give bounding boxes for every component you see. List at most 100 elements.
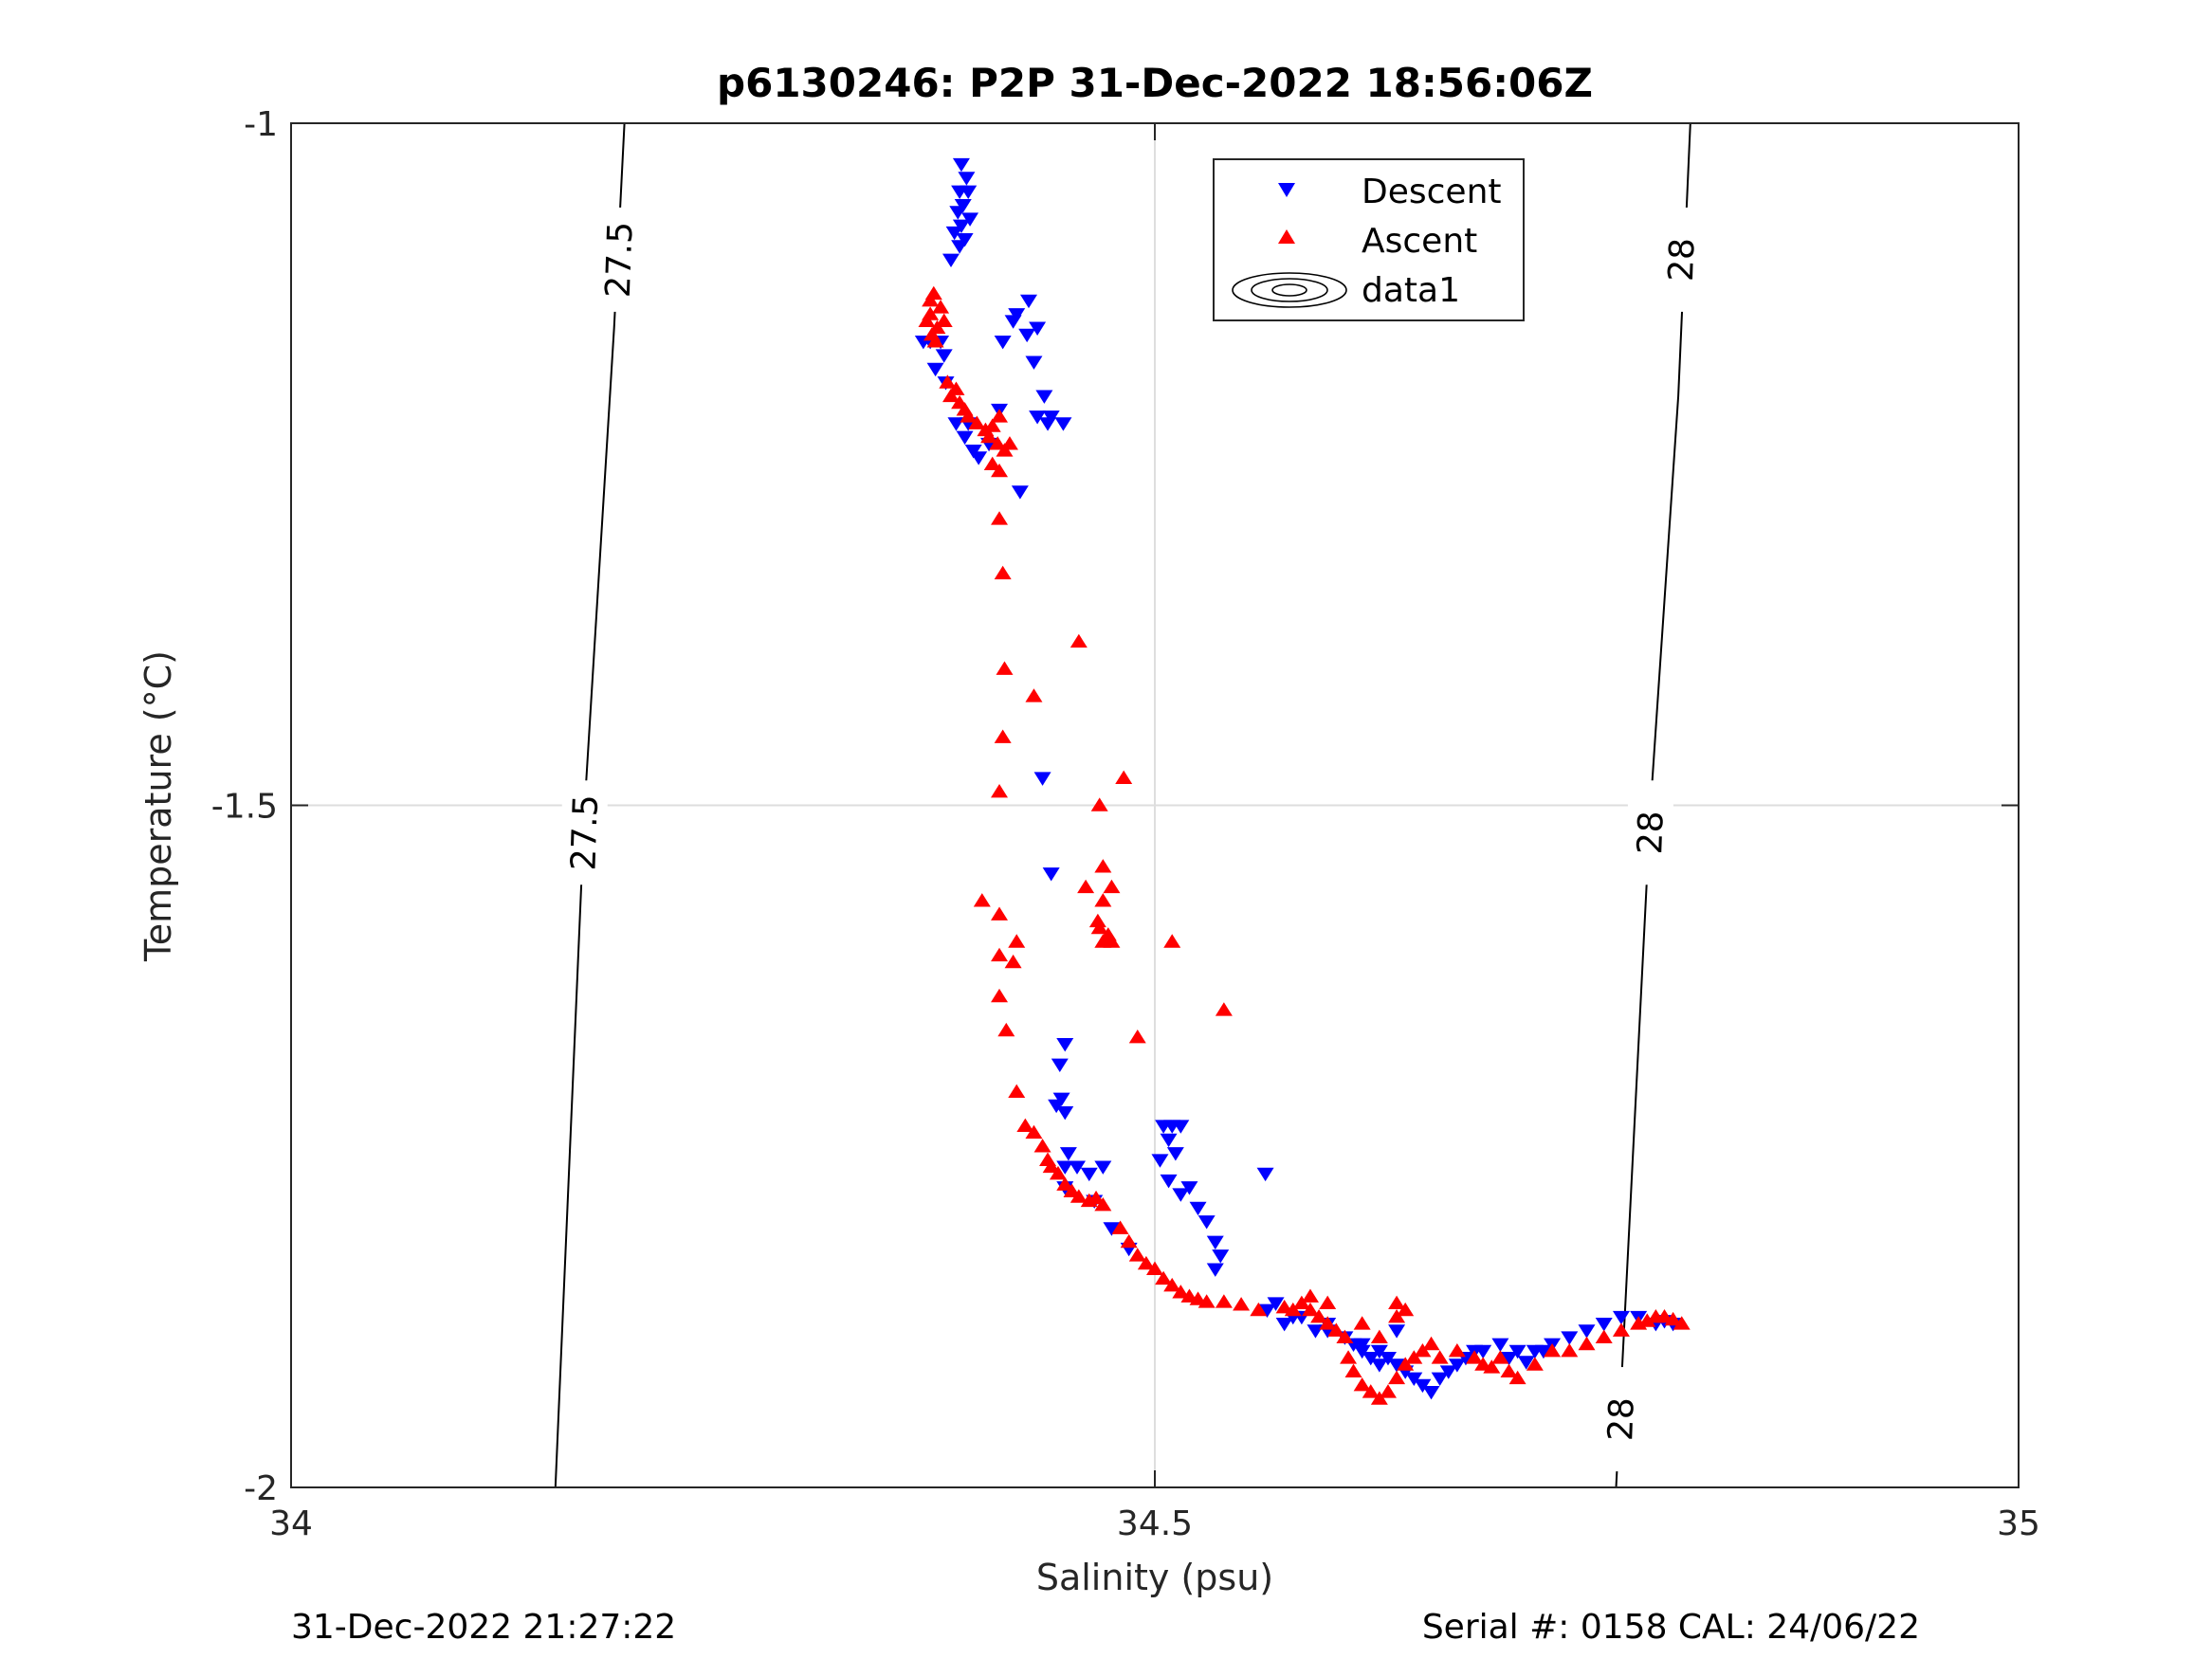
ascent-point-62 bbox=[1069, 1189, 1088, 1203]
ascent-point-99 bbox=[1397, 1302, 1415, 1317]
ascent-point-78 bbox=[1233, 1297, 1251, 1311]
ascent-point-97 bbox=[1422, 1336, 1440, 1351]
descent-point-84 bbox=[1414, 1378, 1432, 1394]
descent-point-79 bbox=[1370, 1358, 1388, 1373]
ascent-point-107 bbox=[1500, 1363, 1518, 1377]
ascent-point-53 bbox=[1008, 1084, 1026, 1098]
contour-label-gap bbox=[1658, 207, 1705, 312]
ascent-point-84 bbox=[1319, 1316, 1337, 1330]
ascent-point-86 bbox=[1336, 1329, 1354, 1344]
descent-point-34 bbox=[1054, 417, 1072, 431]
descent-point-39 bbox=[1042, 867, 1060, 882]
ascent-point-101 bbox=[1431, 1350, 1449, 1364]
descent-point-88 bbox=[1448, 1358, 1466, 1373]
descent-point-52 bbox=[1103, 1222, 1121, 1236]
descent-point-81 bbox=[1388, 1358, 1406, 1373]
descent-point-0 bbox=[952, 157, 970, 173]
descent-point-40 bbox=[1056, 1038, 1074, 1052]
descent-point-83 bbox=[1405, 1372, 1423, 1386]
ascent-point-91 bbox=[1370, 1391, 1388, 1405]
ascent-point-4 bbox=[918, 313, 936, 327]
descent-point-67 bbox=[1206, 1263, 1224, 1277]
x-axis-ticks: 34 34.5 35 bbox=[269, 123, 2040, 1543]
ascent-point-81 bbox=[1292, 1295, 1310, 1310]
ascent-point-22 bbox=[1000, 436, 1018, 450]
ascent-point-70 bbox=[1146, 1261, 1163, 1276]
contour-label-28-1: 28 bbox=[1631, 811, 1672, 855]
series-ascent bbox=[918, 285, 1691, 1405]
descent-point-30 bbox=[994, 335, 1012, 350]
ascent-point-87 bbox=[1340, 1350, 1358, 1364]
density-contours: 27.5 27.5 28 28 28 bbox=[554, 122, 1705, 1488]
ascent-point-35 bbox=[991, 906, 1009, 921]
ascent-point-51 bbox=[1215, 1002, 1233, 1016]
descent-point-48 bbox=[1080, 1167, 1098, 1182]
contour-label-gap bbox=[561, 780, 608, 885]
legend-box bbox=[1213, 158, 1525, 321]
descent-point-98 bbox=[1595, 1318, 1613, 1332]
ascent-point-55 bbox=[1025, 1124, 1043, 1139]
ascent-point-69 bbox=[1137, 1255, 1155, 1270]
ascent-point-52 bbox=[1128, 1030, 1146, 1044]
y-tick-label-2: -1 bbox=[244, 105, 278, 144]
ascent-point-94 bbox=[1397, 1357, 1415, 1371]
descent-point-11 bbox=[942, 253, 960, 267]
descent-point-85 bbox=[1422, 1385, 1440, 1400]
descent-point-8 bbox=[945, 226, 963, 241]
ascent-point-41 bbox=[1077, 879, 1095, 894]
x-tick-label-2: 35 bbox=[1997, 1504, 2040, 1543]
descent-point-87 bbox=[1439, 1365, 1457, 1379]
descent-point-38 bbox=[1033, 772, 1051, 786]
ascent-point-112 bbox=[1578, 1336, 1596, 1351]
descent-point-32 bbox=[1035, 390, 1053, 404]
ascent-point-26 bbox=[994, 565, 1012, 580]
descent-point-65 bbox=[1206, 1235, 1224, 1250]
ascent-point-109 bbox=[1526, 1357, 1544, 1371]
x-tick-label-1: 34.5 bbox=[1117, 1504, 1193, 1543]
descent-point-10 bbox=[951, 240, 969, 254]
ascent-point-121 bbox=[1353, 1316, 1371, 1330]
descent-point-43 bbox=[1048, 1099, 1066, 1114]
descent-point-96 bbox=[1561, 1331, 1579, 1345]
ascent-point-33 bbox=[1090, 797, 1108, 811]
contour-label-28-0: 28 bbox=[1662, 237, 1703, 282]
ascent-point-39 bbox=[991, 988, 1009, 1003]
legend-label-descent: Descent bbox=[1362, 173, 1502, 211]
ascent-point-68 bbox=[1128, 1248, 1146, 1262]
descent-point-57 bbox=[1160, 1133, 1178, 1148]
ascent-point-119 bbox=[1664, 1311, 1682, 1326]
ascent-point-28 bbox=[994, 729, 1012, 743]
y-axis-label: Temperature (°C) bbox=[137, 650, 179, 962]
ascent-point-36 bbox=[1008, 934, 1026, 948]
ascent-point-31 bbox=[1069, 633, 1088, 648]
legend-label-data1: data1 bbox=[1362, 271, 1460, 310]
ascent-point-105 bbox=[1483, 1359, 1501, 1374]
ascent-point-43 bbox=[1094, 859, 1112, 873]
descent-point-47 bbox=[1069, 1160, 1087, 1175]
descent-point-99 bbox=[1612, 1310, 1630, 1325]
descent-point-5 bbox=[949, 206, 967, 220]
ascent-point-120 bbox=[1673, 1316, 1691, 1330]
footer-serial-cal: Serial #: 0158 CAL: 24/06/22 bbox=[1422, 1608, 1920, 1647]
ascent-point-44 bbox=[1094, 893, 1112, 907]
legend: Descent Ascent data1 bbox=[1213, 158, 1525, 321]
legend-marker-data1-contour-icon bbox=[1232, 272, 1347, 308]
ascent-point-85 bbox=[1327, 1322, 1345, 1337]
ascent-point-48 bbox=[1103, 934, 1121, 948]
ascent-point-20 bbox=[989, 436, 1007, 450]
descent-point-107 bbox=[1353, 1338, 1371, 1353]
x-axis-label: Salinity (psu) bbox=[1036, 1557, 1273, 1598]
ascent-point-106 bbox=[1491, 1350, 1509, 1364]
descent-point-56 bbox=[1172, 1120, 1190, 1134]
descent-point-58 bbox=[1166, 1147, 1184, 1161]
legend-marker-descent bbox=[1278, 183, 1295, 197]
ascent-point-83 bbox=[1310, 1309, 1328, 1323]
ascent-point-114 bbox=[1612, 1322, 1630, 1337]
x-tick-label-0: 34 bbox=[269, 1504, 313, 1543]
descent-point-61 bbox=[1172, 1188, 1190, 1202]
chart-title: p6130246: P2P 31-Dec-2022 18:56:06Z bbox=[717, 60, 1593, 106]
ascent-point-42 bbox=[1103, 879, 1121, 894]
contour-label-gap bbox=[1598, 1367, 1644, 1472]
descent-point-62 bbox=[1180, 1181, 1198, 1195]
